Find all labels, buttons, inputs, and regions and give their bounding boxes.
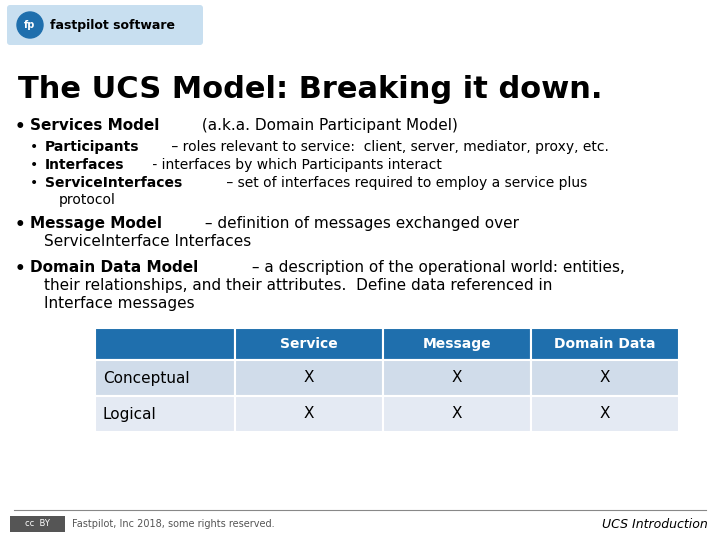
Text: – a description of the operational world: entities,: – a description of the operational world… [247,260,625,275]
Text: X: X [600,407,611,422]
FancyBboxPatch shape [95,396,235,432]
Text: (a.k.a. Domain Participant Model): (a.k.a. Domain Participant Model) [197,118,458,133]
Text: Fastpilot, Inc 2018, some rights reserved.: Fastpilot, Inc 2018, some rights reserve… [72,519,274,529]
Text: •: • [30,176,38,190]
Text: UCS Introduction: UCS Introduction [602,517,708,530]
Text: Participants: Participants [45,140,140,154]
Text: Interface messages: Interface messages [44,296,194,311]
Text: The UCS Model: Breaking it down.: The UCS Model: Breaking it down. [18,75,603,104]
FancyBboxPatch shape [531,396,679,432]
Text: their relationships, and their attributes.  Define data referenced in: their relationships, and their attribute… [44,278,552,293]
Text: Domain Data: Domain Data [554,337,656,351]
Text: Conceptual: Conceptual [103,370,189,386]
Text: – roles relevant to service:  client, server, mediator, proxy, etc.: – roles relevant to service: client, ser… [167,140,609,154]
Text: •: • [15,216,26,234]
FancyBboxPatch shape [95,360,235,396]
Text: •: • [30,158,38,172]
FancyBboxPatch shape [95,328,235,360]
Text: X: X [451,407,462,422]
Text: Service: Service [280,337,338,351]
Text: •: • [15,118,26,136]
Text: cc  BY: cc BY [24,519,50,529]
FancyBboxPatch shape [383,396,531,432]
FancyBboxPatch shape [10,516,65,532]
FancyBboxPatch shape [235,360,383,396]
Text: Interfaces: Interfaces [45,158,125,172]
Text: fp: fp [24,20,36,30]
Text: Message Model: Message Model [30,216,162,231]
Text: protocol: protocol [59,193,116,207]
Text: - interfaces by which Participants interact: - interfaces by which Participants inter… [148,158,441,172]
FancyBboxPatch shape [383,328,531,360]
Text: – definition of messages exchanged over: – definition of messages exchanged over [200,216,519,231]
Text: X: X [451,370,462,386]
Text: X: X [600,370,611,386]
FancyBboxPatch shape [235,328,383,360]
Circle shape [17,12,43,38]
Text: Logical: Logical [103,407,157,422]
Text: fastpilot software: fastpilot software [50,18,175,31]
Text: – set of interfaces required to employ a service plus: – set of interfaces required to employ a… [222,176,588,190]
Text: X: X [304,370,314,386]
FancyBboxPatch shape [383,360,531,396]
Text: •: • [15,260,26,278]
Text: ServiceInterface Interfaces: ServiceInterface Interfaces [44,234,251,249]
FancyBboxPatch shape [7,5,203,45]
FancyBboxPatch shape [531,328,679,360]
Text: Message: Message [423,337,491,351]
Text: ServiceInterfaces: ServiceInterfaces [45,176,182,190]
Text: Domain Data Model: Domain Data Model [30,260,198,275]
Text: •: • [30,140,38,154]
FancyBboxPatch shape [235,396,383,432]
FancyBboxPatch shape [531,360,679,396]
Text: Services Model: Services Model [30,118,159,133]
Text: X: X [304,407,314,422]
